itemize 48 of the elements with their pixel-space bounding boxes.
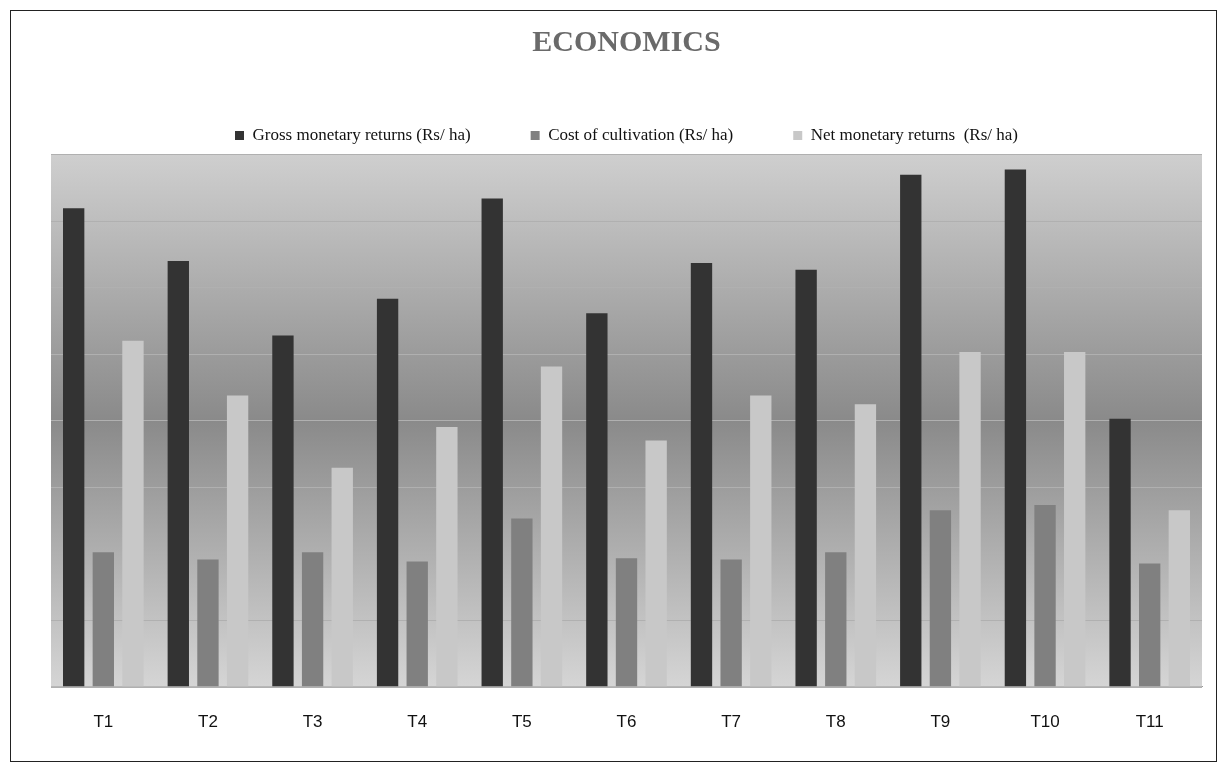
bar [1034,505,1056,687]
bar [1109,418,1131,687]
bar [376,298,399,687]
bar [481,198,503,687]
x-tick-label: T4 [407,712,428,732]
legend-label: Net monetary returns (Rs/ ha) [810,124,1018,144]
bar [406,561,428,687]
bar [1139,563,1161,687]
bar [540,366,563,687]
bar [331,467,353,687]
bar [615,558,638,687]
bar [959,352,981,687]
x-tick-label: T3 [302,712,323,732]
bar [690,263,713,687]
bar [167,261,189,687]
x-tick-label: T2 [198,712,218,732]
bar [900,174,922,687]
x-tick-label: T7 [721,712,742,732]
bar [1168,510,1190,687]
chart-title: ECONOMICS [532,23,721,57]
bar [122,340,144,687]
bar [795,269,817,687]
legend-label: Cost of cultivation (Rs/ ha) [548,124,734,144]
bar [825,552,847,687]
bar [720,559,742,687]
x-tick-label: T10 [1030,712,1060,732]
x-tick-label: T1 [93,712,114,732]
bar [436,427,458,687]
bar [92,552,114,687]
x-tick-label: T6 [616,712,637,732]
bar [272,335,294,687]
x-tick-label: T11 [1135,712,1164,732]
bar [1064,352,1086,687]
bar [750,395,772,687]
bar [1004,169,1027,687]
x-tick-label: T5 [511,712,532,732]
bar [301,552,324,687]
bar [929,510,952,687]
x-tick-label: T8 [825,712,846,732]
bar [586,313,608,687]
bar [197,559,219,687]
bar [645,440,667,687]
legend-label: Gross monetary returns (Rs/ ha) [252,124,471,144]
bar [854,404,877,687]
x-tick-label: T9 [930,712,951,732]
bar [226,395,249,687]
bar [63,208,85,687]
bar [511,518,533,687]
